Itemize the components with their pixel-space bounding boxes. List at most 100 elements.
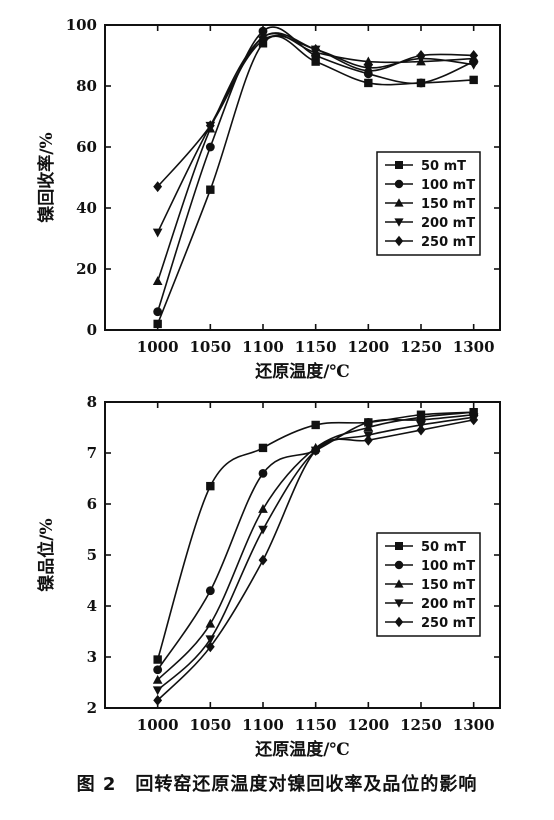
chart-recovery: 1000 1050 1100 1150 1200 1250 1300 0 20 40 60 80 100… [36, 16, 501, 382]
y-tick-label: 0 [87, 321, 97, 339]
y-tick-label: 3 [87, 648, 97, 666]
legend: 50 mT 100 mT 150 mT 200 mT 250 mT [376, 151, 481, 256]
legend: 50 mT 100 mT 150 mT 200 mT 250 mT [376, 532, 481, 637]
legend-marker [394, 235, 404, 247]
x-tick-label: 1150 [295, 716, 337, 734]
y-tick-label: 80 [76, 77, 97, 95]
y-tick-label: 8 [87, 393, 97, 411]
data-point [206, 481, 215, 491]
data-point [206, 185, 215, 194]
x-tick-label: 1300 [453, 338, 495, 356]
y-tick-label: 40 [76, 199, 97, 217]
data-point [469, 75, 478, 85]
data-point [364, 78, 373, 88]
legend-marker [395, 161, 403, 169]
y-tick-label: 7 [87, 444, 97, 462]
data-point [153, 655, 162, 664]
x-tick-label: 1100 [242, 338, 284, 356]
x-tick-label: 1250 [400, 716, 442, 734]
data-point [153, 307, 163, 317]
data-point [152, 228, 163, 238]
y-tick-label: 6 [87, 495, 97, 513]
data-point [258, 525, 268, 535]
data-point [153, 665, 163, 675]
data-point [311, 57, 320, 66]
data-point [258, 31, 268, 43]
data-point [152, 674, 163, 684]
legend-label: 250 mT [421, 616, 475, 631]
legend-label: 100 mT [421, 559, 475, 574]
x-axis-label: 还原温度/℃ [254, 739, 350, 760]
data-point [153, 694, 163, 706]
data-point [416, 50, 426, 61]
data-point [153, 319, 162, 329]
data-point [416, 412, 426, 422]
legend-label: 200 mT [421, 216, 475, 231]
series-line [156, 26, 474, 312]
y-tick-label: 2 [87, 699, 97, 717]
data-point [205, 586, 215, 596]
x-tick-label: 1150 [295, 338, 337, 356]
data-point [363, 65, 373, 77]
x-tick-label: 1050 [189, 716, 231, 734]
data-point [469, 414, 479, 426]
y-tick-label: 5 [87, 546, 97, 564]
data-point [205, 618, 216, 628]
data-point [205, 120, 215, 132]
legend-marker [394, 560, 404, 570]
data-point [205, 142, 215, 152]
data-point [258, 443, 268, 453]
data-point [152, 276, 163, 285]
x-tick-label: 1000 [137, 338, 179, 356]
data-point [363, 417, 373, 427]
y-tick-label: 4 [87, 597, 97, 615]
data-point [363, 434, 373, 446]
x-tick-label: 1250 [400, 338, 442, 356]
series-250mt [153, 31, 479, 193]
series-line [156, 32, 474, 282]
data-point [205, 635, 216, 645]
data-point [416, 424, 426, 436]
legend-label: 250 mT [421, 235, 475, 250]
data-point [153, 181, 163, 193]
legend-label: 150 mT [421, 197, 475, 212]
x-axis-label: 还原温度/℃ [254, 361, 350, 382]
plot-frame [104, 24, 501, 331]
legend-marker [394, 579, 404, 588]
data-point [363, 56, 374, 66]
series-250mt [153, 414, 479, 706]
y-tick-label: 100 [66, 16, 97, 34]
data-point [416, 78, 426, 88]
y-axis-label: 镍品位/% [36, 518, 57, 591]
data-point [468, 60, 479, 70]
data-point [363, 422, 374, 432]
data-point [311, 420, 320, 430]
legend-marker [394, 599, 404, 608]
legend-marker [395, 542, 403, 550]
legend-marker [394, 198, 404, 207]
data-point [258, 504, 268, 513]
y-tick-label: 20 [76, 260, 97, 278]
x-tick-label: 1100 [242, 716, 284, 734]
legend-label: 200 mT [421, 597, 475, 612]
data-point [469, 50, 479, 61]
x-tick-label: 1200 [347, 338, 389, 356]
figure-caption: 图 2 回转窑还原温度对镍回收率及品位的影响 [76, 774, 478, 795]
y-tick-label: 60 [76, 138, 97, 156]
legend-label: 100 mT [421, 178, 475, 193]
data-point [258, 26, 268, 36]
legend-label: 50 mT [421, 540, 466, 555]
legend-marker [394, 179, 404, 189]
data-point [152, 686, 163, 696]
data-point [258, 468, 268, 478]
x-tick-label: 1050 [189, 338, 231, 356]
legend-label: 150 mT [421, 578, 475, 593]
data-point [311, 43, 321, 55]
data-point [311, 444, 321, 456]
x-tick-label: 1000 [137, 716, 179, 734]
x-tick-label: 1200 [347, 716, 389, 734]
chart-grade: 1000 1050 1100 1150 1200 1250 1300 2 3 4 5 6 7 8 还原温度/… [36, 393, 501, 760]
data-point [258, 554, 268, 566]
legend-marker [394, 616, 404, 628]
